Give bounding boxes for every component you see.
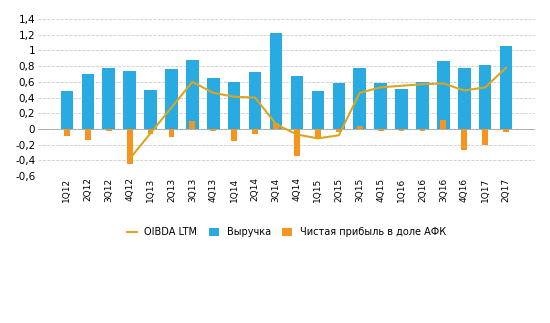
- Bar: [479, 65, 492, 129]
- Bar: [144, 90, 157, 129]
- Bar: [354, 68, 366, 129]
- OIBDA LTM: [461, 89, 468, 92]
- Bar: [333, 83, 345, 129]
- Bar: [189, 121, 195, 129]
- Bar: [165, 69, 178, 129]
- Bar: [249, 72, 261, 129]
- Bar: [482, 129, 488, 145]
- Bar: [315, 129, 321, 138]
- Bar: [378, 129, 383, 131]
- OIBDA LTM: [482, 85, 488, 89]
- OIBDA LTM: [336, 133, 342, 137]
- Bar: [147, 129, 153, 134]
- OIBDA LTM: [398, 84, 405, 88]
- Bar: [336, 129, 342, 132]
- OIBDA LTM: [210, 91, 217, 95]
- Bar: [60, 91, 73, 129]
- Legend: OIBDA LTM, Выручка, Чистая прибыль в доле АФК: OIBDA LTM, Выручка, Чистая прибыль в дол…: [127, 227, 446, 237]
- Bar: [357, 126, 362, 129]
- OIBDA LTM: [294, 132, 300, 136]
- Bar: [441, 120, 446, 129]
- Bar: [270, 33, 282, 129]
- Bar: [395, 89, 408, 129]
- Bar: [273, 123, 279, 129]
- Bar: [232, 129, 237, 141]
- OIBDA LTM: [273, 122, 279, 126]
- Bar: [102, 68, 115, 129]
- OIBDA LTM: [503, 66, 509, 70]
- Bar: [312, 91, 324, 129]
- Bar: [123, 71, 136, 129]
- Bar: [228, 82, 240, 129]
- OIBDA LTM: [231, 95, 238, 99]
- Bar: [207, 78, 219, 129]
- Bar: [64, 129, 70, 136]
- Bar: [458, 68, 471, 129]
- Bar: [186, 60, 199, 129]
- Line: OIBDA LTM: OIBDA LTM: [130, 68, 506, 159]
- Bar: [126, 129, 133, 163]
- Bar: [81, 74, 94, 129]
- OIBDA LTM: [252, 96, 258, 99]
- Bar: [375, 83, 387, 129]
- Bar: [500, 46, 513, 129]
- Bar: [85, 129, 91, 140]
- OIBDA LTM: [377, 85, 384, 89]
- OIBDA LTM: [419, 82, 426, 86]
- Bar: [168, 129, 174, 137]
- Bar: [291, 76, 303, 129]
- Bar: [211, 129, 216, 131]
- Bar: [294, 129, 300, 156]
- OIBDA LTM: [126, 157, 133, 161]
- Bar: [106, 129, 112, 130]
- OIBDA LTM: [189, 80, 196, 84]
- Bar: [252, 129, 258, 134]
- OIBDA LTM: [440, 81, 447, 85]
- Bar: [461, 129, 468, 150]
- Bar: [503, 129, 509, 132]
- Bar: [399, 129, 404, 130]
- Bar: [420, 129, 425, 131]
- OIBDA LTM: [315, 136, 321, 140]
- OIBDA LTM: [356, 91, 363, 95]
- Bar: [437, 61, 450, 129]
- Bar: [416, 82, 429, 129]
